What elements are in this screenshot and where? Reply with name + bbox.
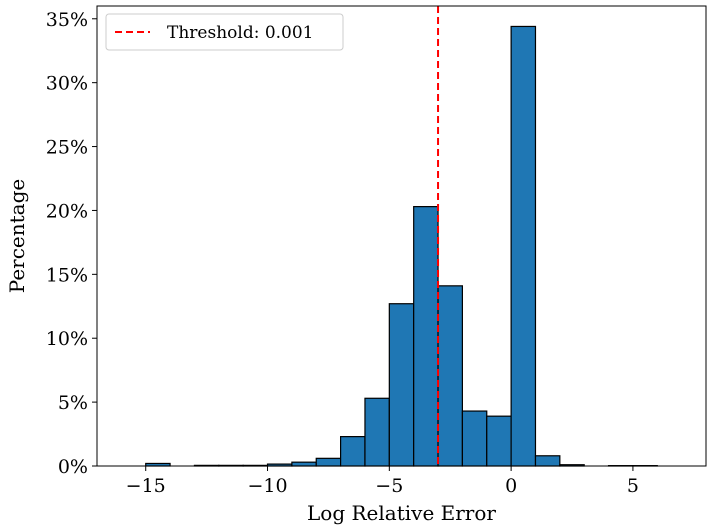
x-axis-ticks: −15 −10 −5 0 5 (126, 466, 639, 497)
x-tick-label: −10 (247, 475, 287, 497)
y-tick-label: 35% (46, 9, 88, 31)
legend-box (105, 13, 344, 51)
histogram-bar (486, 415, 512, 467)
histogram-bar (388, 303, 415, 467)
x-tick-label: −15 (126, 475, 166, 497)
y-tick-label: 30% (46, 73, 88, 95)
histogram-bar (340, 436, 366, 467)
axes-frame (96, 5, 707, 467)
y-tick-label: 15% (46, 264, 88, 286)
y-tick-label: 25% (46, 137, 88, 159)
histogram-bar (510, 25, 537, 467)
legend-threshold-label: Threshold: 0.001 (167, 23, 314, 43)
x-tick-label: −5 (375, 475, 403, 497)
histogram-bar (413, 206, 439, 467)
legend: Threshold: 0.001 (105, 13, 344, 51)
histogram-bar (364, 397, 390, 467)
x-axis-label: Log Relative Error (307, 501, 496, 525)
histogram-bar (437, 285, 464, 467)
histogram-bar (534, 455, 561, 467)
y-tick-label: 10% (46, 328, 88, 350)
histogram-bar (315, 457, 342, 467)
y-axis-label: Percentage (5, 179, 29, 293)
histogram-bars (145, 25, 658, 467)
x-tick-label: 0 (505, 475, 517, 497)
y-tick-label: 5% (58, 392, 88, 414)
histogram-bar (291, 461, 317, 467)
y-tick-label: 20% (46, 200, 88, 222)
histogram-bar (461, 410, 488, 467)
y-tick-label: 0% (58, 456, 88, 478)
y-axis-ticks: 0% 5% 10% 15% 20% 25% 30% 35% (46, 9, 97, 478)
x-tick-label: 5 (627, 475, 639, 497)
